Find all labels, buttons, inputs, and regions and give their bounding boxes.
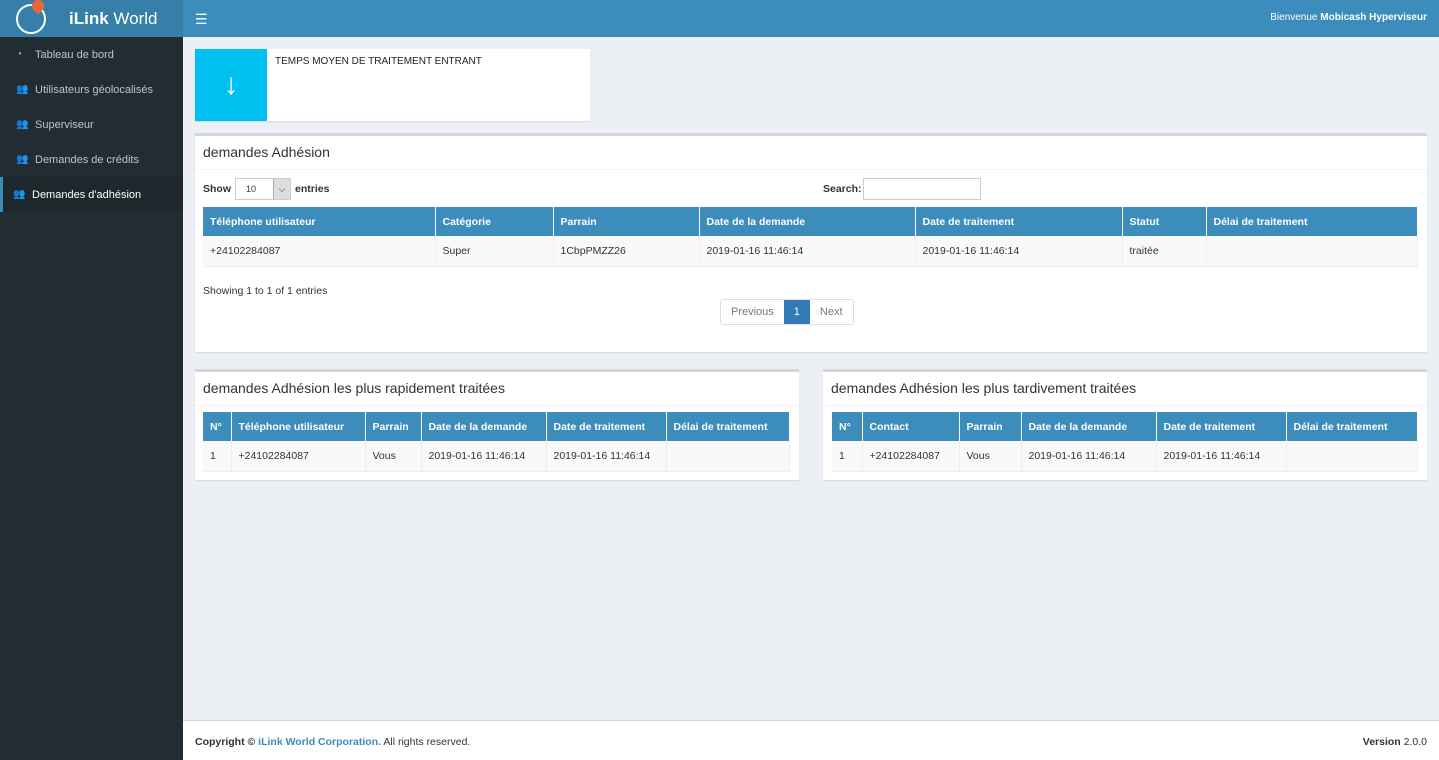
dashboard-icon: ◔: [16, 49, 23, 60]
column-header[interactable]: Parrain: [553, 207, 700, 236]
cell-phone: +24102284087: [231, 441, 366, 472]
column-header: Date de traitement: [1156, 412, 1287, 441]
table-row: 1 +24102284087 Vous 2019-01-16 11:46:14 2019…: [203, 441, 790, 472]
column-header: Téléphone utilisateur: [231, 412, 366, 441]
table-header-row: Téléphone utilisateur Catégorie Parrain Dat…: [203, 207, 1418, 236]
cell-status: traitée: [1122, 236, 1207, 267]
column-header: Délai de traitement: [666, 412, 790, 441]
sidebar-item-label: Superviseur: [35, 118, 94, 131]
users-icon: 👥: [16, 119, 29, 130]
cell-category: Super: [435, 236, 554, 267]
page-1-button[interactable]: 1: [783, 300, 810, 324]
info-box-label: TEMPS MOYEN DE TRAITEMENT ENTRANT: [275, 56, 482, 67]
top-header: iLink World ☰ Bienvenue Mobicash Hypervi…: [0, 0, 1439, 37]
cell-number: 1: [203, 441, 232, 472]
logo[interactable]: iLink World: [0, 0, 183, 37]
membership-table: Téléphone utilisateur Catégorie Parrain Dat…: [203, 207, 1418, 267]
brand-rest: World: [108, 8, 158, 28]
sidebar-item-label: Utilisateurs géolocalisés: [35, 83, 153, 96]
cell-sponsor: Vous: [365, 441, 422, 472]
rights-text: All rights reserved.: [381, 736, 471, 748]
cell-processing-date: 2019-01-16 11:46:14: [1156, 441, 1287, 472]
company-link[interactable]: iLink World Corporation.: [258, 736, 382, 748]
cell-request-date: 2019-01-16 11:46:14: [1021, 441, 1157, 472]
sidebar-item-credit-requests[interactable]: 👥 Demandes de crédits: [0, 142, 183, 177]
column-header[interactable]: Statut: [1122, 207, 1207, 236]
column-header: Délai de traitement: [1286, 412, 1418, 441]
column-header[interactable]: Date de la demande: [699, 207, 916, 236]
sidebar-item-dashboard[interactable]: ◔ Tableau de bord: [0, 37, 183, 72]
cell-delay: [1206, 236, 1418, 267]
length-value: 10: [246, 184, 257, 194]
users-icon: 👥: [16, 154, 29, 165]
cell-number: 1: [832, 441, 863, 472]
arrow-down-icon: ↓: [195, 49, 267, 121]
box-title: demandes Adhésion: [195, 136, 1427, 170]
table-info: Showing 1 to 1 of 1 entries: [203, 285, 328, 297]
fastest-table: N° Téléphone utilisateur Parrain Date de la…: [203, 412, 790, 472]
chevron-down-icon: ⌵: [273, 179, 290, 199]
search-input[interactable]: [862, 178, 981, 200]
box-title: demandes Adhésion les plus rapidement tr…: [195, 372, 799, 406]
column-header[interactable]: Catégorie: [435, 207, 554, 236]
user-name: Mobicash Hyperviseur: [1320, 12, 1427, 23]
search-label: Search:: [823, 183, 862, 195]
version-value: 2.0.0: [1400, 736, 1427, 748]
sidebar: ◔ Tableau de bord 👥 Utilisateurs géolocali…: [0, 37, 183, 760]
sidebar-item-label: Demandes d'adhésion: [32, 188, 142, 201]
welcome-text[interactable]: Bienvenue Mobicash Hyperviseur: [1270, 12, 1427, 23]
column-header: Parrain: [365, 412, 422, 441]
slowest-table: N° Contact Parrain Date de la demande Date d…: [832, 412, 1418, 472]
column-header[interactable]: Téléphone utilisateur: [203, 207, 436, 236]
column-header: N°: [203, 412, 232, 441]
entries-length-select[interactable]: 10 ⌵: [235, 178, 291, 200]
next-button[interactable]: Next: [819, 306, 843, 318]
column-header: N°: [832, 412, 863, 441]
sidebar-item-supervisor[interactable]: 👥 Superviseur: [0, 107, 183, 142]
table-row: 1 +24102284087 Vous 2019-01-16 11:46:14 2019…: [832, 441, 1418, 472]
cell-request-date: 2019-01-16 11:46:14: [421, 441, 547, 472]
column-header: Date de la demande: [421, 412, 547, 441]
brand-bold: iLink: [69, 8, 109, 28]
show-label: Show: [203, 183, 231, 195]
pagination: Previous 1 Next: [720, 299, 854, 325]
cell-delay: [666, 441, 790, 472]
copyright-text: Copyright ©: [195, 736, 259, 748]
cell-sponsor: 1CbpPMZZ26: [553, 236, 700, 267]
column-header[interactable]: Délai de traitement: [1206, 207, 1418, 236]
sidebar-item-membership-requests[interactable]: 👥 Demandes d'adhésion: [0, 177, 183, 212]
entries-label: entries: [295, 183, 330, 195]
table-header-row: N° Téléphone utilisateur Parrain Date de la…: [203, 412, 790, 441]
cell-phone: +24102284087: [203, 236, 436, 267]
users-icon: 👥: [16, 84, 29, 95]
sidebar-item-label: Demandes de crédits: [35, 153, 139, 166]
membership-requests-box: demandes Adhésion Show 10 ⌵ entries Searc…: [195, 133, 1427, 352]
cell-contact: +24102284087: [862, 441, 960, 472]
table-row: +24102284087 Super 1CbpPMZZ26 2019-01-16 11…: [203, 236, 1418, 267]
cell-request-date: 2019-01-16 11:46:14: [699, 236, 916, 267]
users-icon: 👥: [13, 189, 26, 200]
info-box: ↓ TEMPS MOYEN DE TRAITEMENT ENTRANT: [195, 49, 590, 121]
sidebar-item-geolocated-users[interactable]: 👥 Utilisateurs géolocalisés: [0, 72, 183, 107]
cell-processing-date: 2019-01-16 11:46:14: [915, 236, 1123, 267]
column-header: Date de traitement: [546, 412, 667, 441]
version-label: Version: [1362, 736, 1401, 748]
column-header: Contact: [862, 412, 960, 441]
cell-delay: [1286, 441, 1418, 472]
column-header[interactable]: Date de traitement: [915, 207, 1123, 236]
slowest-requests-box: demandes Adhésion les plus tardivement t…: [823, 369, 1427, 480]
welcome-prefix: Bienvenue: [1270, 12, 1321, 23]
box-title: demandes Adhésion les plus tardivement t…: [823, 372, 1427, 406]
table-header-row: N° Contact Parrain Date de la demande Date d…: [832, 412, 1418, 441]
cell-sponsor: Vous: [959, 441, 1022, 472]
column-header: Parrain: [959, 412, 1022, 441]
previous-button[interactable]: Previous: [731, 306, 774, 318]
fastest-requests-box: demandes Adhésion les plus rapidement tr…: [195, 369, 799, 480]
sidebar-item-label: Tableau de bord: [35, 48, 114, 61]
menu-toggle-icon[interactable]: ☰: [195, 11, 208, 27]
column-header: Date de la demande: [1021, 412, 1157, 441]
cell-processing-date: 2019-01-16 11:46:14: [546, 441, 667, 472]
footer: Copyright © iLink World Corporation. All…: [183, 720, 1439, 760]
globe-logo-icon: [16, 0, 47, 34]
